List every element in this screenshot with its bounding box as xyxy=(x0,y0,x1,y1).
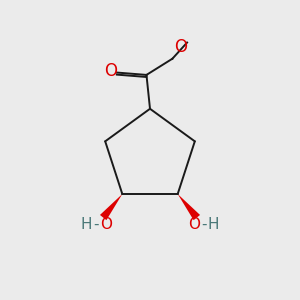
Text: O: O xyxy=(174,38,187,56)
Text: H: H xyxy=(208,217,219,232)
Text: O: O xyxy=(104,62,117,80)
Text: O: O xyxy=(100,217,112,232)
Text: H: H xyxy=(81,217,92,232)
Polygon shape xyxy=(178,194,200,220)
Text: -: - xyxy=(201,217,206,232)
Polygon shape xyxy=(100,194,122,220)
Text: O: O xyxy=(188,217,200,232)
Text: -: - xyxy=(94,217,99,232)
